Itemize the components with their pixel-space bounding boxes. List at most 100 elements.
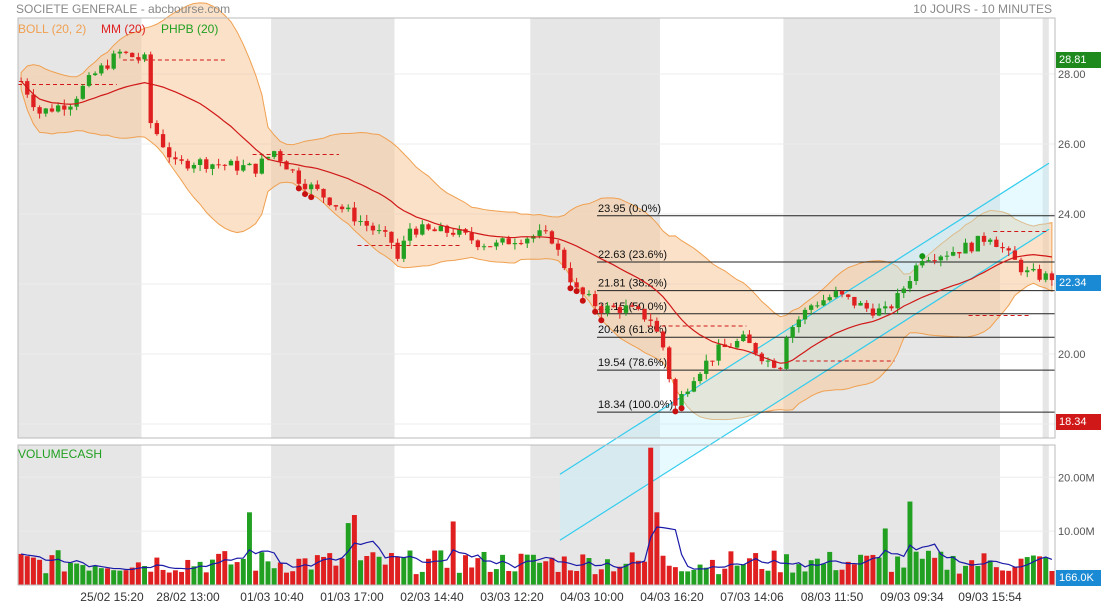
- volume-bar: [728, 551, 734, 585]
- candle-body: [518, 243, 524, 245]
- price-tag-low: 18.34: [1056, 414, 1101, 430]
- volume-bar: [142, 565, 148, 585]
- volume-bar: [80, 565, 86, 585]
- price-tag-last: 22.34: [1056, 275, 1101, 291]
- bollinger-band: [20, 2, 1053, 421]
- candle-body: [1031, 268, 1036, 271]
- volume-bar: [74, 563, 80, 585]
- volume-bar: [160, 569, 166, 585]
- volume-bar: [166, 572, 172, 585]
- volume-bar: [802, 571, 808, 585]
- candle-body: [376, 230, 382, 232]
- candle-body: [407, 228, 413, 241]
- volume-bar: [419, 571, 425, 585]
- legend-phpb: PHPB (20): [161, 22, 219, 36]
- volume-bar: [685, 571, 691, 585]
- candle-body: [1025, 270, 1030, 273]
- volume-bar: [765, 570, 771, 585]
- candle-body: [346, 207, 351, 210]
- volume-bar: [1018, 558, 1024, 585]
- candle-body: [389, 231, 394, 243]
- volume-bar: [518, 553, 524, 585]
- volume-bar: [203, 572, 209, 585]
- volume-bar: [790, 572, 796, 585]
- volume-bar: [98, 568, 104, 585]
- candle-body: [889, 306, 894, 309]
- candle-body: [654, 320, 660, 332]
- candle-body: [944, 255, 950, 257]
- candle-body: [1043, 273, 1048, 280]
- volume-bar: [228, 564, 234, 585]
- candle-body: [488, 246, 493, 248]
- candle-body: [130, 52, 135, 58]
- volume-bar: [679, 571, 685, 585]
- volume-bar: [697, 564, 703, 585]
- x-tick-label: 01/03 17:00: [320, 590, 384, 604]
- candle-body: [31, 94, 36, 108]
- candle-body: [932, 260, 937, 262]
- session-band-volume: [783, 445, 914, 585]
- volume-bar: [993, 567, 999, 585]
- volume-bar: [605, 559, 610, 585]
- volume-bar: [709, 559, 715, 585]
- moving-average-line: [20, 80, 1053, 364]
- candle-body: [592, 294, 598, 307]
- volume-bar: [296, 558, 302, 585]
- candle-body: [778, 367, 783, 369]
- candle-body: [99, 65, 104, 74]
- volume-bar: [179, 571, 185, 585]
- volume-bar: [642, 561, 647, 585]
- candle-body: [185, 160, 190, 169]
- candle-body: [1018, 259, 1024, 273]
- volume-bar: [611, 571, 617, 585]
- candle-body: [685, 391, 690, 395]
- legend-mm: MM (20): [101, 22, 146, 36]
- volume-bar: [1037, 556, 1043, 585]
- candle-body: [796, 319, 801, 328]
- candle-body: [333, 205, 339, 207]
- phpb-low-dot: [295, 185, 302, 192]
- candle-body: [907, 281, 913, 289]
- volume-bar: [753, 553, 759, 585]
- price-tag-volume: 166.0K: [1056, 570, 1101, 586]
- candle-body: [1037, 268, 1042, 280]
- volume-bar: [956, 573, 962, 585]
- x-tick-label: 02/03 14:40: [400, 590, 464, 604]
- candle-body: [154, 123, 160, 135]
- volume-bar: [1030, 555, 1036, 585]
- candle-body: [68, 106, 73, 110]
- candle-body: [605, 305, 610, 314]
- candle-body: [1012, 250, 1018, 260]
- volume-bar: [913, 551, 919, 585]
- volume-bar: [814, 558, 820, 585]
- volume-bar: [851, 564, 857, 585]
- volume-bar: [944, 569, 950, 585]
- volume-bar: [845, 561, 851, 585]
- candle-body: [167, 147, 172, 158]
- price-tag-high: 28.81: [1056, 52, 1101, 68]
- fib-label: 19.54 (78.6%): [598, 357, 667, 369]
- volume-bar: [870, 554, 876, 585]
- candle-body: [457, 229, 462, 235]
- volume-bar: [30, 557, 36, 585]
- volume-bar: [666, 565, 672, 585]
- candle-body: [580, 287, 585, 295]
- volume-bar: [1006, 570, 1012, 585]
- candle-body: [981, 235, 987, 242]
- phpb-low-dot: [678, 405, 685, 412]
- volume-bar: [450, 521, 456, 585]
- candle-body: [37, 107, 42, 114]
- volume-bar: [463, 555, 468, 585]
- volume-bar: [987, 560, 993, 585]
- candle-body: [636, 306, 641, 309]
- candle-body: [234, 160, 240, 171]
- volume-bar: [290, 571, 296, 585]
- fib-label: 23.95 (0.0%): [598, 203, 661, 215]
- legend-volume: VOLUMECASH: [18, 447, 103, 461]
- volume-bar: [105, 568, 110, 585]
- candle-body: [92, 73, 98, 76]
- volume-bar: [438, 550, 444, 585]
- candle-body: [413, 228, 419, 235]
- candle-body: [216, 164, 221, 166]
- candle-body: [611, 305, 616, 308]
